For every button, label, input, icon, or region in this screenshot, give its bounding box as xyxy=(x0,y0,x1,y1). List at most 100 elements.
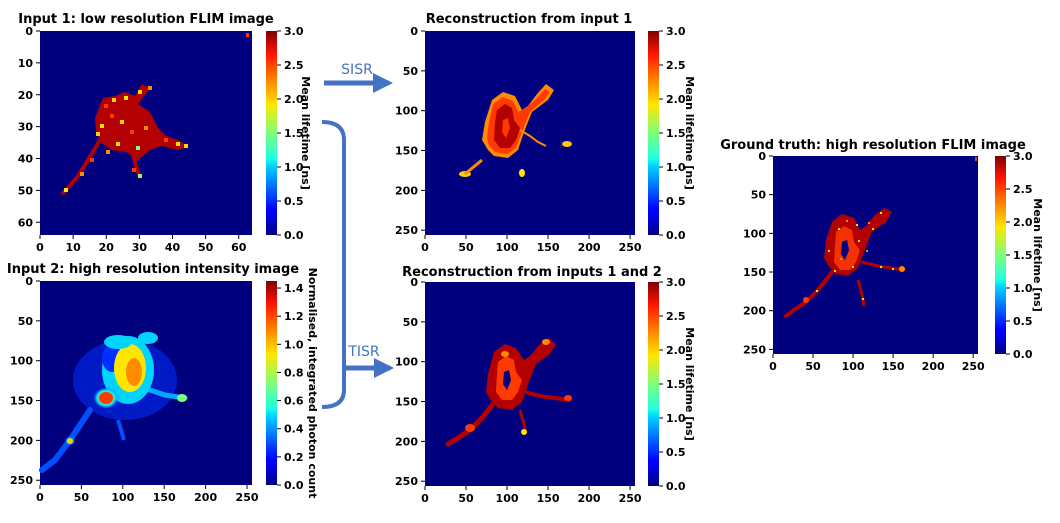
heatmap-background xyxy=(773,156,978,354)
colorbar-tick-label: 0.2 xyxy=(284,451,304,464)
panel-input2: Input 2: high resolution intensity image… xyxy=(7,262,319,504)
y-tick-label: 100 xyxy=(395,105,418,118)
colorbar-tick-label: 2.0 xyxy=(666,93,686,106)
colorbar-tick-label: 1.0 xyxy=(284,161,304,174)
hot-pixels xyxy=(64,33,249,192)
x-tick-label: 0 xyxy=(421,241,429,254)
panel-input1: Input 1: low resolution FLIM image xyxy=(18,12,312,254)
x-tick-label: 100 xyxy=(842,360,865,373)
x-tick-label: 100 xyxy=(496,241,519,254)
panel-title: Input 2: high resolution intensity image xyxy=(7,262,299,277)
sisr-label: SISR xyxy=(341,62,373,78)
x-tick-label: 250 xyxy=(619,492,642,505)
x-tick-label: 60 xyxy=(231,241,247,254)
panel-recon12: Reconstruction from inputs 1 and 2 0 50 10… xyxy=(395,265,696,505)
y-tick-label: 50 xyxy=(18,184,34,197)
x-tick-label: 0 xyxy=(421,492,429,505)
x-tick-label: 50 xyxy=(74,491,90,504)
y-tick-label: 0 xyxy=(25,25,33,38)
panel-ground-truth: Ground truth: high resolution FLIM image xyxy=(720,138,1044,373)
speckle xyxy=(816,212,894,300)
colorbar xyxy=(648,282,659,486)
y-tick-label: 250 xyxy=(743,343,766,356)
x-tick-label: 30 xyxy=(132,241,148,254)
y-tick-label: 200 xyxy=(743,305,766,318)
colorbar-tick-label: 1.5 xyxy=(1013,249,1033,262)
y-tick-label: 50 xyxy=(403,316,419,329)
colorbar-tick-label: 2.5 xyxy=(284,59,304,72)
colorbar-ticks: 0.0 0.5 1.0 1.5 2.0 2.5 3.0 xyxy=(659,25,686,242)
colorbar-tick-label: 1.0 xyxy=(666,161,686,174)
heatmap-background xyxy=(425,31,635,235)
y-tick-label: 150 xyxy=(10,395,33,408)
colorbar-label: Mean lifetime [ns] xyxy=(299,76,312,190)
colorbar-tick-label: 1.5 xyxy=(666,378,686,391)
cell-reconstruction xyxy=(445,338,572,447)
y-tick-label: 200 xyxy=(10,434,33,447)
colorbar-tick-label: 3.0 xyxy=(666,25,686,38)
colorbar-tick-label: 2.5 xyxy=(1013,183,1033,196)
panel-title: Ground truth: high resolution FLIM image xyxy=(720,138,1026,153)
colorbar-tick-label: 2.0 xyxy=(284,93,304,106)
colorbar-tick-label: 1.5 xyxy=(666,127,686,140)
x-tick-label: 100 xyxy=(496,492,519,505)
y-tick-label: 150 xyxy=(395,396,418,409)
x-tick-label: 150 xyxy=(537,492,560,505)
colorbar-ticks: 0.0 0.5 1.0 1.5 2.0 2.5 3.0 xyxy=(277,25,304,242)
x-tick-label: 150 xyxy=(153,491,176,504)
x-tick-label: 0 xyxy=(769,360,777,373)
colorbar xyxy=(266,31,277,235)
colorbar-tick-label: 2.0 xyxy=(1013,216,1033,229)
x-tick-label: 100 xyxy=(111,491,134,504)
panel-title: Reconstruction from input 1 xyxy=(426,12,633,27)
colorbar-tick-label: 0.5 xyxy=(284,195,304,208)
panel-title: Input 1: low resolution FLIM image xyxy=(18,12,274,27)
y-tick-label: 250 xyxy=(395,224,418,237)
colorbar-tick-label: 0.0 xyxy=(666,480,686,493)
colorbar-tick-label: 0.0 xyxy=(666,229,686,242)
y-tick-label: 0 xyxy=(25,275,33,288)
colorbar-label: Normalised, integrated photon count xyxy=(306,268,319,499)
tisr-bracket xyxy=(321,120,346,409)
colorbar-tick-label: 2.0 xyxy=(666,344,686,357)
y-tick-label: 0 xyxy=(410,276,418,289)
colorbar-ticks: 0.0 0.2 0.4 0.6 0.8 1.0 1.2 1.4 xyxy=(277,282,304,492)
x-tick-label: 150 xyxy=(882,360,905,373)
colorbar xyxy=(266,281,277,485)
y-tick-label: 20 xyxy=(18,89,34,102)
colorbar-tick-label: 3.0 xyxy=(284,25,304,38)
colorbar-tick-label: 1.5 xyxy=(284,127,304,140)
colorbar xyxy=(648,31,659,235)
colorbar-tick-label: 0.0 xyxy=(1013,348,1033,361)
cell-intensity xyxy=(39,332,188,473)
arrow-tisr: TISR xyxy=(321,120,394,409)
heatmap-background xyxy=(425,282,635,486)
x-tick-label: 50 xyxy=(198,241,214,254)
y-tick-label: 0 xyxy=(410,25,418,38)
colorbar-label: Mean lifetime [ns] xyxy=(683,76,696,190)
tisr-label: TISR xyxy=(347,344,380,360)
y-tick-label: 50 xyxy=(751,189,767,202)
colorbar-tick-label: 0.4 xyxy=(284,423,304,436)
x-tick-label: 40 xyxy=(165,241,181,254)
x-tick-label: 0 xyxy=(36,491,44,504)
x-tick-label: 250 xyxy=(619,241,642,254)
y-tick-label: 250 xyxy=(395,475,418,488)
colorbar-ticks: 0.0 0.5 1.0 1.5 2.0 2.5 3.0 xyxy=(659,276,686,493)
x-tick-label: 0 xyxy=(36,241,44,254)
colorbar-tick-label: 3.0 xyxy=(666,276,686,289)
colorbar-tick-label: 1.0 xyxy=(284,338,304,351)
x-tick-label: 250 xyxy=(962,360,985,373)
y-tick-label: 250 xyxy=(10,474,33,487)
arrow-sisr: SISR xyxy=(324,62,393,93)
colorbar-tick-label: 0.8 xyxy=(284,366,304,379)
panel-title: Reconstruction from inputs 1 and 2 xyxy=(402,265,662,280)
y-tick-label: 100 xyxy=(395,356,418,369)
colorbar-tick-label: 2.5 xyxy=(666,59,686,72)
colorbar-label: Mean lifetime [ns] xyxy=(1031,198,1044,312)
colorbar-tick-label: 3.0 xyxy=(1013,150,1033,163)
